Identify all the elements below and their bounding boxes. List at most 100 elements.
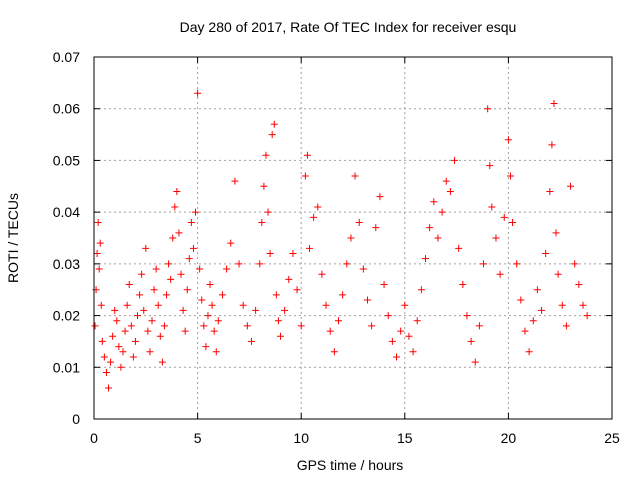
- data-point-0-123: [438, 208, 446, 216]
- axes-layer: 0 5 10 15 20 25 0 0.01 0.02 0.03 0.04 0.05 0.06 0.07: [53, 49, 620, 446]
- data-point-0-162: [583, 312, 591, 320]
- data-point-0-133: [480, 260, 488, 268]
- x-tick-label-2: 10: [293, 430, 309, 446]
- data-point-0-134: [484, 105, 492, 113]
- data-point-0-13: [111, 306, 119, 314]
- data-point-0-137: [492, 234, 500, 242]
- data-point-0-115: [405, 332, 413, 340]
- data-point-0-62: [212, 348, 220, 356]
- data-point-0-102: [351, 172, 359, 180]
- data-point-0-66: [227, 239, 235, 247]
- y-tick-label-0: 0: [72, 411, 80, 427]
- data-point-0-157: [562, 322, 570, 330]
- data-point-0-154: [552, 229, 560, 237]
- data-point-0-21: [127, 322, 135, 330]
- data-point-0-9: [102, 368, 110, 376]
- data-point-0-82: [274, 317, 282, 325]
- data-point-0-14: [113, 317, 121, 325]
- data-point-0-131: [471, 358, 479, 366]
- data-point-0-117: [413, 317, 421, 325]
- data-point-0-114: [401, 301, 409, 309]
- data-point-0-39: [165, 260, 173, 268]
- data-point-0-73: [256, 260, 264, 268]
- data-point-0-63: [214, 317, 222, 325]
- data-point-0-42: [171, 203, 179, 211]
- data-point-0-64: [218, 291, 226, 299]
- data-point-0-77: [264, 208, 272, 216]
- y-tick-label-1: 0.01: [53, 359, 80, 375]
- data-point-0-146: [525, 348, 533, 356]
- data-point-0-124: [442, 177, 450, 185]
- data-point-0-47: [181, 327, 189, 335]
- data-point-0-5: [96, 239, 104, 247]
- data-point-0-53: [194, 89, 202, 97]
- data-point-0-147: [529, 317, 537, 325]
- data-point-0-74: [258, 218, 266, 226]
- data-point-0-55: [198, 296, 206, 304]
- data-point-0-96: [326, 327, 334, 335]
- data-point-0-72: [252, 306, 260, 314]
- data-point-0-18: [121, 327, 129, 335]
- data-point-0-3: [94, 218, 102, 226]
- data-point-0-79: [268, 131, 276, 139]
- data-point-0-6: [97, 301, 105, 309]
- data-point-0-20: [125, 281, 133, 289]
- data-point-0-109: [380, 281, 388, 289]
- y-tick-label-3: 0.03: [53, 256, 80, 272]
- data-point-0-136: [488, 203, 496, 211]
- data-point-0-91: [305, 244, 313, 252]
- data-point-0-153: [550, 100, 558, 108]
- data-point-0-46: [179, 306, 187, 314]
- data-point-0-48: [183, 286, 191, 294]
- data-point-0-89: [301, 172, 309, 180]
- data-point-0-125: [446, 187, 454, 195]
- data-point-0-2: [93, 250, 101, 258]
- chart-title: Day 280 of 2017, Rate Of TEC Index for r…: [180, 19, 517, 35]
- data-point-0-45: [177, 270, 185, 278]
- data-point-0-71: [247, 337, 255, 345]
- x-tick-label-1: 5: [194, 430, 202, 446]
- data-point-0-78: [266, 250, 274, 258]
- data-point-0-68: [235, 260, 243, 268]
- data-point-0-107: [372, 224, 380, 232]
- data-point-0-84: [281, 306, 289, 314]
- data-point-0-144: [517, 296, 525, 304]
- data-point-0-44: [175, 229, 183, 237]
- data-point-0-135: [486, 162, 494, 170]
- data-point-0-36: [158, 358, 166, 366]
- data-point-0-150: [542, 250, 550, 258]
- data-point-0-31: [148, 317, 156, 325]
- y-tick-label-4: 0.04: [53, 204, 80, 220]
- data-point-0-145: [521, 327, 529, 335]
- data-point-0-17: [119, 348, 127, 356]
- data-point-0-81: [272, 291, 280, 299]
- data-point-0-34: [154, 301, 162, 309]
- data-point-0-106: [368, 322, 376, 330]
- data-point-0-28: [142, 244, 150, 252]
- data-point-0-86: [289, 250, 297, 258]
- data-point-0-104: [359, 265, 367, 273]
- data-point-0-103: [355, 218, 363, 226]
- y-tick-label-5: 0.05: [53, 152, 80, 168]
- data-point-0-126: [451, 156, 459, 164]
- data-point-0-69: [239, 301, 247, 309]
- data-point-0-159: [571, 260, 579, 268]
- data-point-0-101: [347, 234, 355, 242]
- data-point-0-61: [210, 327, 218, 335]
- data-point-0-85: [285, 275, 293, 283]
- data-point-0-156: [558, 301, 566, 309]
- x-tick-label-3: 15: [397, 430, 413, 446]
- data-point-0-113: [397, 327, 405, 335]
- data-point-0-51: [189, 244, 197, 252]
- y-tick-label-2: 0.02: [53, 308, 80, 324]
- data-point-0-110: [384, 312, 392, 320]
- data-point-0-111: [388, 337, 396, 345]
- data-point-0-138: [496, 270, 504, 278]
- data-point-0-12: [109, 332, 117, 340]
- data-point-0-0: [91, 322, 99, 330]
- data-point-0-149: [538, 306, 546, 314]
- data-point-0-16: [117, 363, 125, 371]
- data-point-0-58: [204, 312, 212, 320]
- data-point-0-143: [513, 260, 521, 268]
